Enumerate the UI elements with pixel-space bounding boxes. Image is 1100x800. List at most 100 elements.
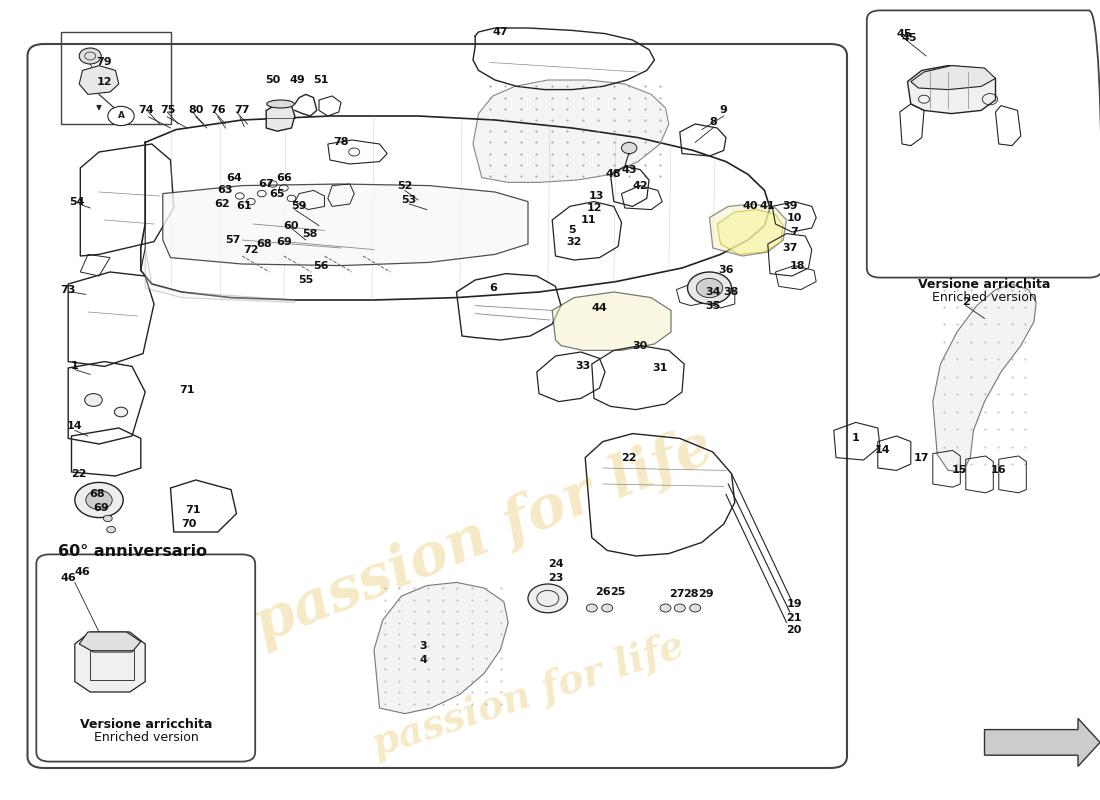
Text: 13: 13 xyxy=(588,191,604,201)
Text: 33: 33 xyxy=(575,362,591,371)
Text: 1: 1 xyxy=(851,434,860,443)
Text: Versione arricchita: Versione arricchita xyxy=(918,278,1050,290)
Polygon shape xyxy=(266,104,295,131)
Text: Enriched version: Enriched version xyxy=(932,291,1037,304)
Text: 78: 78 xyxy=(333,138,349,147)
Text: 14: 14 xyxy=(67,421,82,430)
Polygon shape xyxy=(984,718,1100,766)
Text: 10: 10 xyxy=(786,213,802,222)
Text: 40: 40 xyxy=(742,202,758,211)
Text: 29: 29 xyxy=(698,589,714,598)
Text: 62: 62 xyxy=(214,199,230,209)
Text: 19: 19 xyxy=(786,599,802,609)
Circle shape xyxy=(696,278,723,298)
Text: 5: 5 xyxy=(569,226,575,235)
Text: 69: 69 xyxy=(94,503,109,513)
Text: 36: 36 xyxy=(718,266,734,275)
Text: 45: 45 xyxy=(896,29,912,38)
Text: 20: 20 xyxy=(786,626,802,635)
Text: 42: 42 xyxy=(632,181,648,190)
Text: 26: 26 xyxy=(595,587,610,597)
Text: 11: 11 xyxy=(581,215,596,225)
Circle shape xyxy=(621,142,637,154)
Text: 15: 15 xyxy=(952,466,967,475)
Text: passion for life: passion for life xyxy=(246,418,722,654)
Text: 22: 22 xyxy=(621,453,637,462)
Text: 56: 56 xyxy=(314,261,329,270)
Text: 30: 30 xyxy=(632,341,648,350)
Text: 1: 1 xyxy=(70,362,79,371)
Text: 49: 49 xyxy=(289,75,305,85)
Text: 72: 72 xyxy=(243,245,258,254)
Circle shape xyxy=(79,48,101,64)
Text: 71: 71 xyxy=(185,506,200,515)
Text: 21: 21 xyxy=(786,613,802,622)
Text: passion for life: passion for life xyxy=(367,627,689,765)
Text: 9: 9 xyxy=(719,106,728,115)
Text: 3: 3 xyxy=(420,642,427,651)
Text: 12: 12 xyxy=(586,203,602,213)
Text: 48: 48 xyxy=(606,170,621,179)
Circle shape xyxy=(688,272,732,304)
Text: 34: 34 xyxy=(705,287,720,297)
Polygon shape xyxy=(552,292,671,350)
Text: 7: 7 xyxy=(790,227,799,237)
Text: 41: 41 xyxy=(760,202,775,211)
Text: 67: 67 xyxy=(258,179,274,189)
Text: 66: 66 xyxy=(276,173,292,182)
Text: 61: 61 xyxy=(236,202,252,211)
Text: 70: 70 xyxy=(182,519,197,529)
Text: A: A xyxy=(118,111,124,121)
Text: 31: 31 xyxy=(652,363,668,373)
Text: 53: 53 xyxy=(402,195,417,205)
Text: 60: 60 xyxy=(284,221,299,230)
Text: 55: 55 xyxy=(298,275,314,285)
Text: 69: 69 xyxy=(276,237,292,246)
Circle shape xyxy=(103,515,112,522)
Text: 6: 6 xyxy=(488,283,497,293)
Circle shape xyxy=(85,394,102,406)
Text: 24: 24 xyxy=(548,559,563,569)
Text: 45: 45 xyxy=(902,34,917,43)
Text: 37: 37 xyxy=(782,243,797,253)
Text: 65: 65 xyxy=(270,189,285,198)
Circle shape xyxy=(602,604,613,612)
Text: 57: 57 xyxy=(226,235,241,245)
Text: Versione arricchita: Versione arricchita xyxy=(80,718,212,730)
Ellipse shape xyxy=(266,100,295,108)
Text: 80: 80 xyxy=(188,106,204,115)
Circle shape xyxy=(108,106,134,126)
Text: 14: 14 xyxy=(874,445,890,454)
Text: 39: 39 xyxy=(782,202,797,211)
Text: 27: 27 xyxy=(669,589,684,598)
Text: 38: 38 xyxy=(724,287,739,297)
Text: 50: 50 xyxy=(265,75,280,85)
Text: 18: 18 xyxy=(790,261,805,270)
Text: 71: 71 xyxy=(179,386,195,395)
Text: 8: 8 xyxy=(708,117,717,126)
Circle shape xyxy=(660,604,671,612)
Text: 76: 76 xyxy=(210,106,225,115)
Text: 2: 2 xyxy=(961,298,970,307)
Circle shape xyxy=(690,604,701,612)
Text: 43: 43 xyxy=(621,165,637,174)
Text: 64: 64 xyxy=(227,173,242,182)
Text: 46: 46 xyxy=(75,567,90,577)
Circle shape xyxy=(107,526,116,533)
Text: 68: 68 xyxy=(89,490,104,499)
Polygon shape xyxy=(79,632,141,652)
Polygon shape xyxy=(911,66,996,90)
Text: Enriched version: Enriched version xyxy=(94,731,199,744)
Polygon shape xyxy=(908,66,996,114)
Circle shape xyxy=(674,604,685,612)
Bar xyxy=(90,650,134,680)
Polygon shape xyxy=(933,284,1036,472)
Circle shape xyxy=(114,407,128,417)
Circle shape xyxy=(86,490,112,510)
Text: 54: 54 xyxy=(69,197,85,206)
Text: 46: 46 xyxy=(60,573,76,582)
Circle shape xyxy=(528,584,568,613)
Text: 68: 68 xyxy=(256,239,272,249)
Circle shape xyxy=(586,604,597,612)
Text: 22: 22 xyxy=(72,469,87,478)
